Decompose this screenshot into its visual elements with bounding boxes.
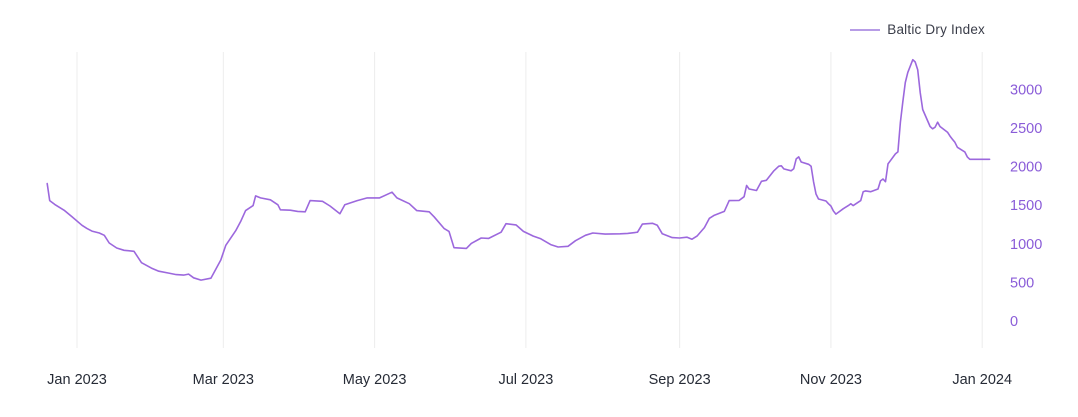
x-axis-tick-label: Jul 2023 [498, 372, 553, 388]
y-axis-tick-label: 1000 [1010, 237, 1042, 253]
x-axis-tick-label: Nov 2023 [800, 372, 862, 388]
y-axis-tick-label: 3000 [1010, 82, 1042, 98]
y-axis-tick-label: 0 [1010, 314, 1018, 330]
x-axis-tick-label: Jan 2023 [47, 372, 107, 388]
x-axis-tick-label: Jan 2024 [952, 372, 1012, 388]
x-axis-tick-label: May 2023 [343, 372, 407, 388]
legend-item-baltic-dry-index[interactable]: Baltic Dry Index [850, 22, 985, 37]
y-axis-tick-label: 1500 [1010, 198, 1042, 214]
x-axis-tick-label: Sep 2023 [649, 372, 711, 388]
series-line-baltic-dry-index [46, 58, 991, 281]
y-axis-tick-label: 500 [1010, 275, 1034, 291]
legend-label: Baltic Dry Index [887, 22, 985, 37]
y-axis-tick-label: 2500 [1010, 121, 1042, 137]
legend-line-icon [850, 28, 881, 31]
y-axis-tick-label: 2000 [1010, 160, 1042, 176]
legend: Baltic Dry Index [850, 22, 985, 37]
x-axis-tick-label: Mar 2023 [193, 372, 254, 388]
